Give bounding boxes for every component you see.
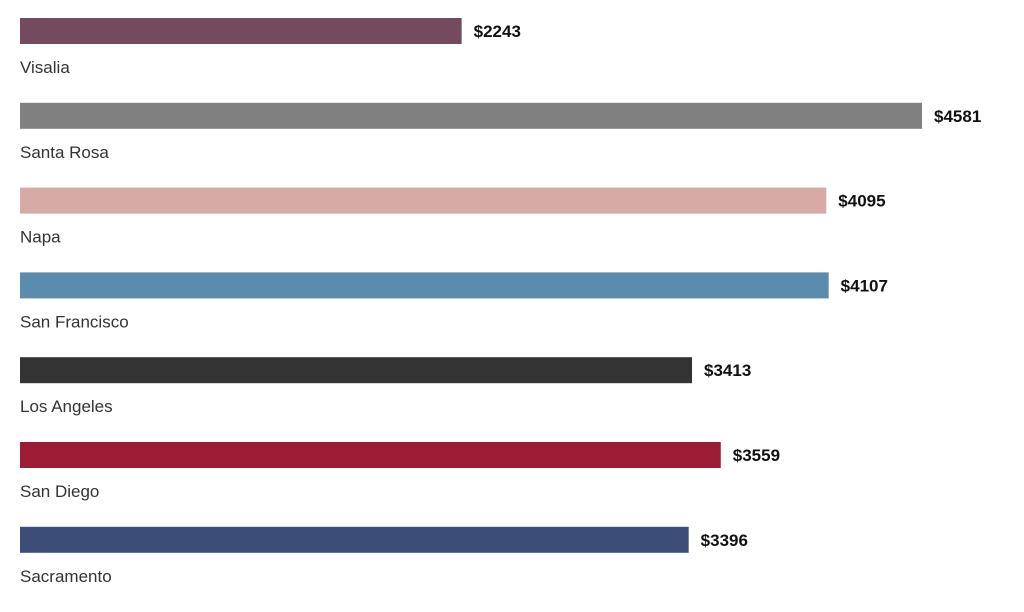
- category-label: Santa Rosa: [20, 143, 109, 162]
- value-label: $3413: [704, 361, 751, 380]
- bar-row: $4095 Napa: [20, 187, 886, 247]
- category-label: Sacramento: [20, 567, 112, 586]
- value-label: $3396: [701, 531, 748, 550]
- value-label: $3559: [733, 446, 780, 465]
- category-label: San Diego: [20, 482, 99, 501]
- bar-row: $3559 San Diego: [20, 442, 780, 501]
- bar-row: $4581 Santa Rosa: [20, 102, 981, 162]
- bar: [20, 18, 462, 44]
- bar-row: $3396 Sacramento: [20, 526, 748, 586]
- bar: [20, 526, 689, 553]
- value-label: $4107: [841, 276, 888, 295]
- bar: [20, 102, 922, 129]
- category-label: Napa: [20, 228, 61, 247]
- value-label: $2243: [474, 22, 521, 41]
- category-label: Los Angeles: [20, 397, 113, 416]
- value-label: $4581: [934, 107, 981, 126]
- category-label: San Francisco: [20, 312, 129, 331]
- bar-row: $4107 San Francisco: [20, 272, 888, 331]
- bar: [20, 187, 827, 214]
- bar: [20, 442, 721, 468]
- category-label: Visalia: [20, 58, 70, 77]
- bar: [20, 272, 829, 299]
- bar: [20, 357, 693, 384]
- bar-row: $2243 Visalia: [20, 18, 521, 77]
- bar-row: $3413 Los Angeles: [20, 357, 751, 416]
- value-label: $4095: [838, 192, 885, 211]
